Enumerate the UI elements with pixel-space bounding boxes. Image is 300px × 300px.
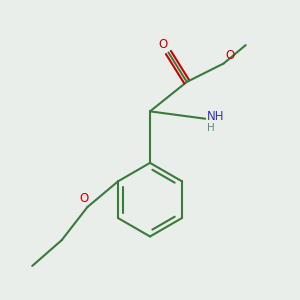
Text: NH: NH [207,110,224,123]
Text: O: O [226,49,235,62]
Text: H: H [207,123,215,133]
Text: O: O [79,192,88,205]
Text: O: O [158,38,167,51]
